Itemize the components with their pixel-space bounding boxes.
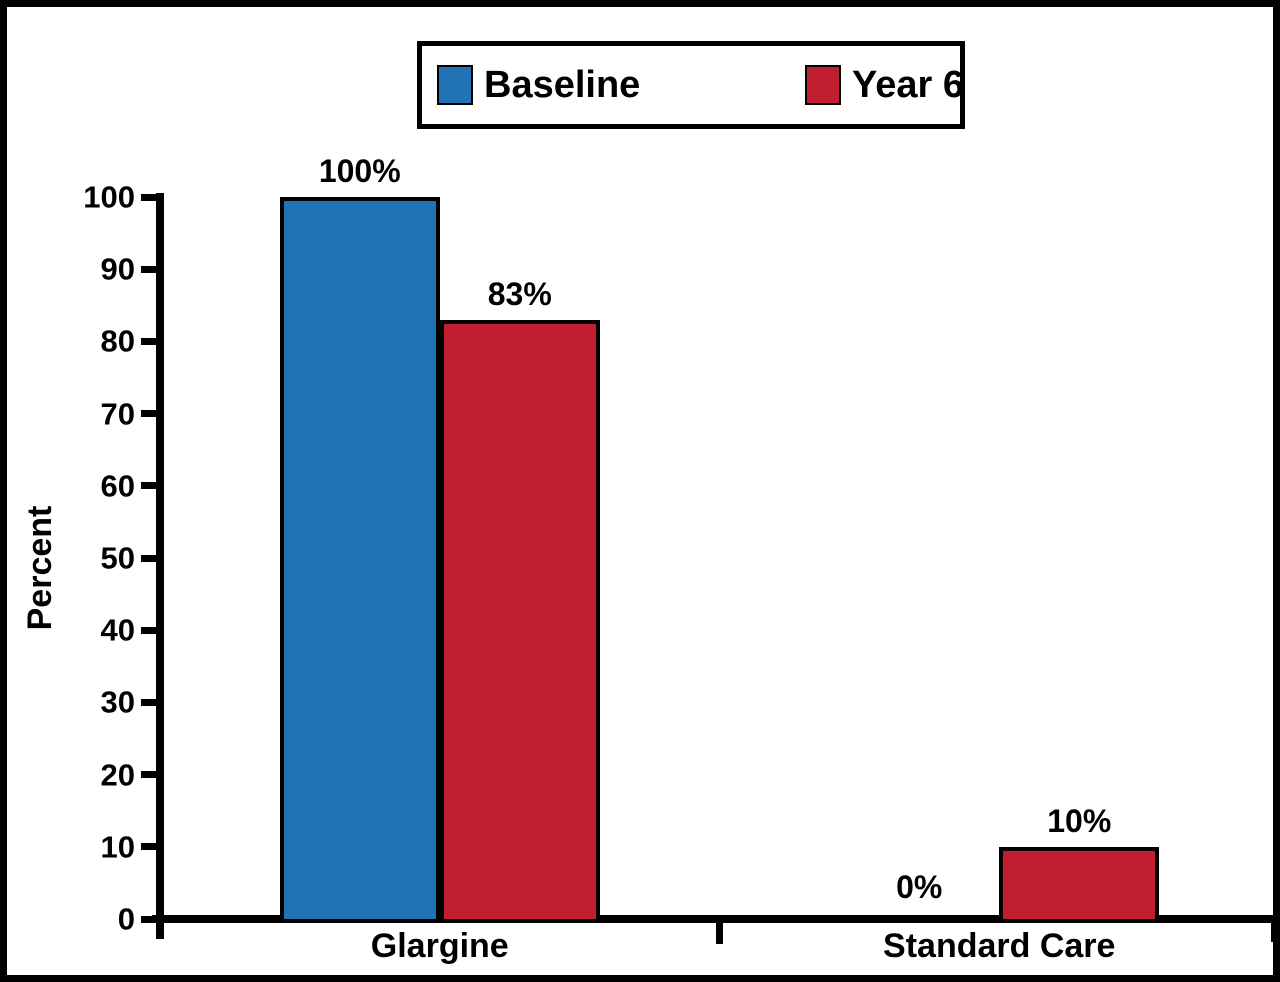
y-tick-label: 60 bbox=[100, 468, 135, 504]
y-tick-label: 100 bbox=[83, 179, 135, 215]
y-tick-label: 10 bbox=[100, 829, 135, 865]
y-tick bbox=[141, 482, 157, 490]
y-tick bbox=[141, 554, 157, 562]
x-axis-line bbox=[152, 915, 1273, 923]
y-tick-label: 90 bbox=[100, 251, 135, 287]
legend: Baseline Year 6 bbox=[417, 41, 965, 129]
y-tick bbox=[141, 843, 157, 851]
legend-item-year6: Year 6 bbox=[805, 46, 964, 124]
value-label-glargine-baseline: 100% bbox=[318, 153, 401, 189]
value-label-standard-care-baseline: 0% bbox=[896, 869, 943, 905]
bar-glargine-year-6 bbox=[439, 319, 600, 923]
legend-label-year6: Year 6 bbox=[852, 64, 964, 106]
x-tick-axis-end bbox=[1270, 915, 1273, 942]
bar-glargine-baseline bbox=[279, 197, 440, 923]
bar-standard-care-year-6 bbox=[999, 846, 1160, 923]
y-tick-label: 40 bbox=[100, 612, 135, 648]
legend-item-baseline: Baseline bbox=[437, 46, 640, 124]
y-tick bbox=[141, 337, 157, 345]
y-tick bbox=[141, 193, 157, 201]
y-axis-line bbox=[156, 193, 164, 939]
value-label-standard-care-year-6: 10% bbox=[1047, 802, 1112, 839]
y-tick bbox=[141, 915, 157, 923]
x-tick-category-divider bbox=[716, 923, 723, 944]
y-tick bbox=[141, 698, 157, 706]
y-tick-label: 50 bbox=[100, 540, 135, 576]
y-tick-label: 80 bbox=[100, 323, 135, 359]
baseline-color-swatch bbox=[437, 65, 473, 105]
y-tick-label: 70 bbox=[100, 396, 135, 432]
y-tick bbox=[141, 626, 157, 634]
legend-label-baseline: Baseline bbox=[484, 64, 641, 106]
year6-color-swatch bbox=[805, 65, 841, 105]
y-tick-label: 30 bbox=[100, 684, 135, 720]
y-tick bbox=[141, 410, 157, 418]
category-label-standard-care: Standard Care bbox=[883, 927, 1116, 965]
value-label-glargine-year-6: 83% bbox=[487, 275, 552, 312]
y-tick-label: 20 bbox=[100, 757, 135, 793]
y-tick bbox=[141, 771, 157, 779]
category-label-glargine: Glargine bbox=[370, 927, 509, 965]
y-tick-label: 0 bbox=[117, 901, 135, 937]
y-tick bbox=[141, 265, 157, 273]
